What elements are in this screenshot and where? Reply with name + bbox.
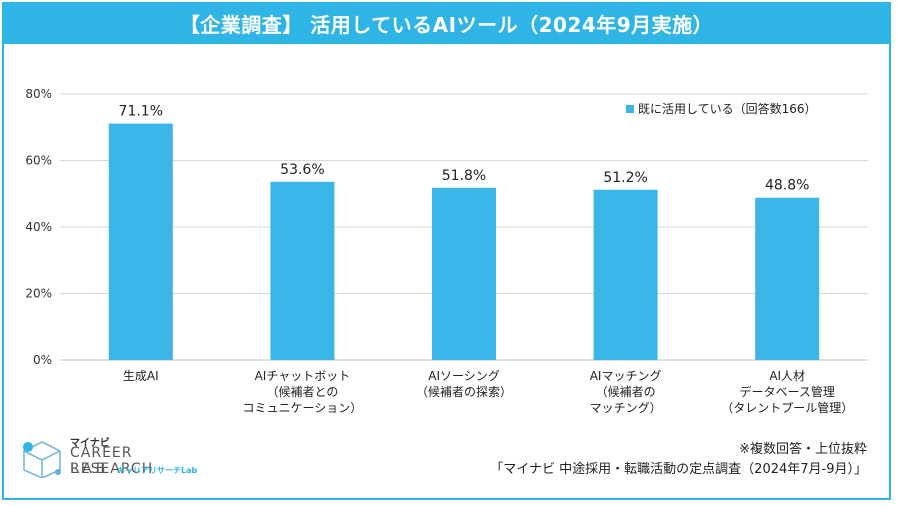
x-tick-label: AIチャットボット （候補者とのコミュニケーション）	[243, 369, 363, 415]
logo-line1: CAREER RESEARCH	[70, 445, 154, 477]
x-tick-label-line: AIソーシング	[428, 369, 500, 383]
bar	[593, 189, 658, 360]
note-source: 「マイナビ 中途採用・転職活動の定点調査（2024年7月-9月）」	[490, 462, 867, 477]
legend-swatch	[626, 105, 634, 113]
x-tick-label-line: AIチャットボット	[255, 369, 351, 383]
y-tick-label: 20%	[25, 287, 52, 301]
x-tick-label: AIマッチング （候補者のマッチング）	[590, 369, 662, 415]
x-tick-label-line: （候補者の探索）	[416, 385, 512, 399]
x-tick-label-line: （候補者との	[266, 385, 338, 399]
legend-label: 既に活用している（回答数166）	[638, 101, 817, 116]
x-tick-label-line: マッチング）	[590, 401, 662, 415]
career-research-lab-logo: マイナビ CAREER RESEARCH LAB キャリアリサーチLab	[20, 434, 220, 484]
bar	[108, 123, 173, 360]
data-label: 51.8%	[442, 168, 486, 184]
x-tick-label-line: （候補者の	[596, 385, 656, 399]
x-tick-label: AIソーシング （候補者の探索）	[416, 369, 512, 399]
x-tick-label: AI人材データベース管理（タレントプール管理）	[721, 369, 853, 415]
data-label: 51.2%	[603, 170, 647, 186]
logo-subtitle: キャリアリサーチLab	[117, 466, 198, 475]
x-tick-label-line: AIマッチング	[590, 369, 662, 383]
x-tick-label-line: （タレントプール管理）	[721, 400, 853, 415]
bar	[755, 197, 820, 360]
data-label: 71.1%	[119, 104, 163, 120]
x-tick-label-line: 生成AI	[123, 369, 159, 383]
data-label: 48.8%	[765, 178, 809, 194]
bar	[270, 181, 335, 360]
y-tick-label: 80%	[25, 87, 52, 101]
note-multiple-answers: ※複数回答・上位抜粋	[739, 442, 867, 457]
logo-line2: LAB	[70, 461, 110, 477]
cube-logo-icon	[23, 441, 61, 478]
data-label: 53.6%	[280, 162, 324, 178]
x-tick-label-line: データベース管理	[739, 384, 834, 399]
y-tick-label: 0%	[33, 353, 52, 367]
x-tick-label-line: コミュニケーション）	[243, 401, 363, 415]
y-tick-label: 40%	[25, 220, 52, 234]
source-notes: ※複数回答・上位抜粋 「マイナビ 中途採用・転職活動の定点調査（2024年7月-…	[490, 440, 867, 480]
x-tick-label: 生成AI	[123, 369, 159, 383]
chart-title: 【企業調査】 活用しているAIツール（2024年9月実施）	[2, 2, 891, 44]
logo-brand-small: マイナビ	[70, 438, 110, 449]
y-tick-label: 60%	[25, 154, 52, 168]
bar	[432, 187, 496, 360]
x-tick-label-line: AI人材	[769, 369, 805, 383]
